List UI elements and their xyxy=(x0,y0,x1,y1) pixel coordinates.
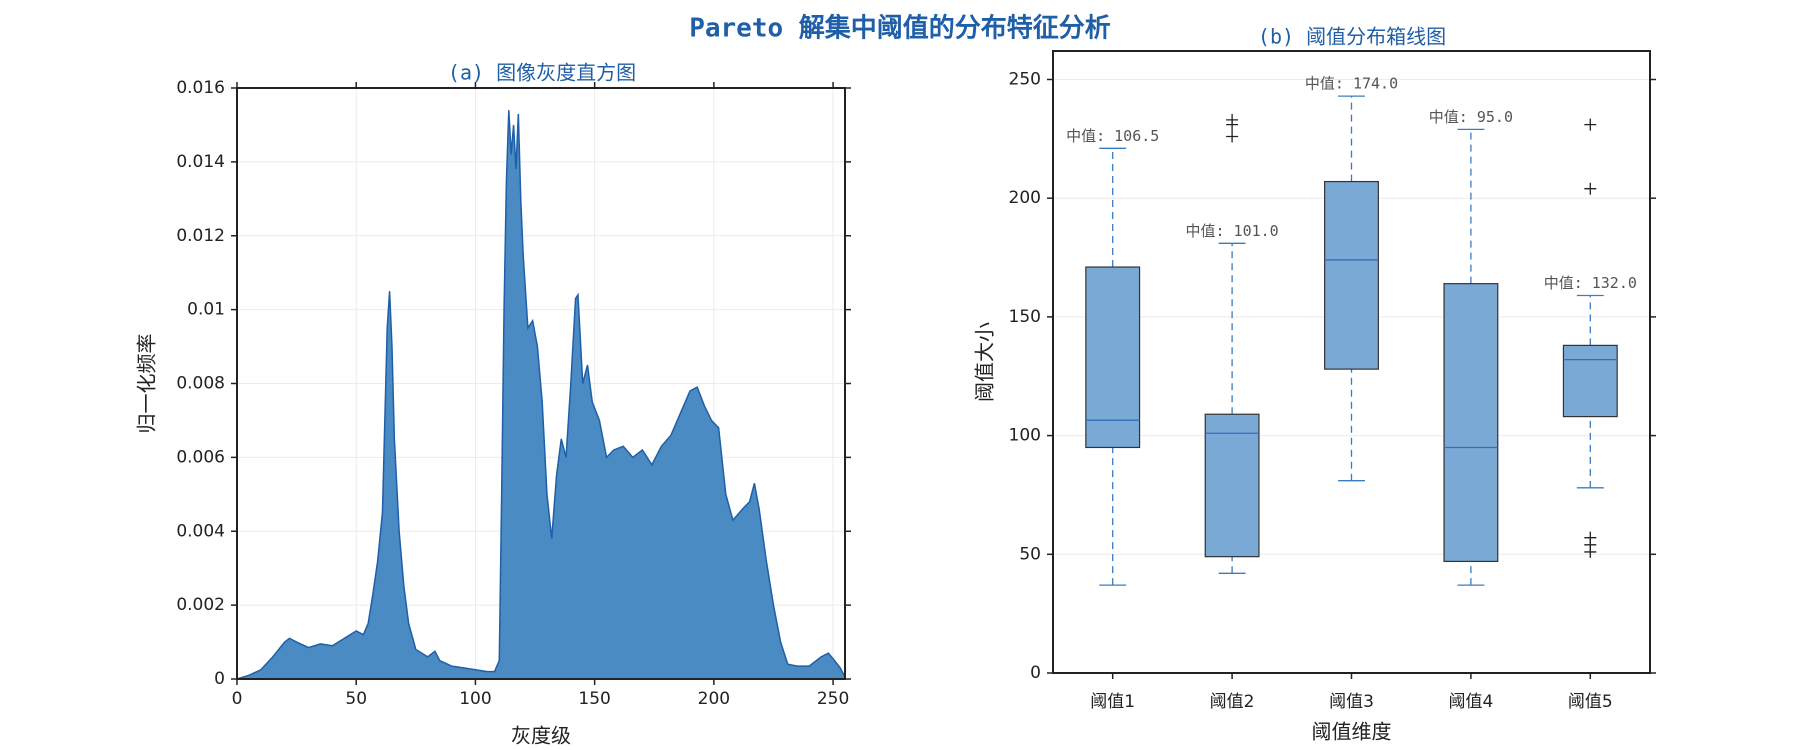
chart-subtitle: (b) 阈值分布箱线图 xyxy=(1258,25,1446,49)
y-axis-label: 归一化频率 xyxy=(135,334,159,434)
outlier xyxy=(1226,113,1239,126)
x-tick-label: 阈值1 xyxy=(1090,692,1135,712)
x-tick-label: 250 xyxy=(817,689,849,709)
median-label: 中值: 174.0 xyxy=(1305,75,1398,93)
y-tick-label: 0.014 xyxy=(176,152,225,172)
box xyxy=(1562,344,1618,418)
box xyxy=(1085,266,1141,449)
box xyxy=(1324,180,1379,370)
y-tick-label: 0.006 xyxy=(176,447,225,467)
y-tick-label: 0 xyxy=(214,669,225,689)
plot-frame xyxy=(1052,50,1651,674)
x-axis-label: 灰度级 xyxy=(511,724,571,748)
x-tick-label: 阈值5 xyxy=(1568,692,1613,712)
y-tick-label: 0.012 xyxy=(176,226,225,246)
median-label: 中值: 132.0 xyxy=(1544,274,1637,292)
x-tick-label: 50 xyxy=(345,689,367,709)
x-axis-label: 阈值维度 xyxy=(1312,720,1392,744)
y-tick-label: 200 xyxy=(1009,188,1041,208)
y-tick-label: 0.016 xyxy=(176,78,225,98)
y-axis-label: 阈值大小 xyxy=(973,322,997,402)
y-tick-label: 0.008 xyxy=(176,374,225,394)
y-tick-label: 50 xyxy=(1019,544,1041,564)
x-tick-label: 0 xyxy=(232,689,243,709)
outlier xyxy=(1584,118,1597,131)
x-tick-label: 阈值3 xyxy=(1329,692,1374,712)
outlier xyxy=(1226,130,1239,143)
x-tick-label: 200 xyxy=(698,689,730,709)
box xyxy=(1443,283,1499,563)
y-tick-label: 0.002 xyxy=(176,595,225,615)
box xyxy=(1204,413,1260,558)
chart-subtitle: (a) 图像灰度直方图 xyxy=(448,61,636,85)
y-tick-label: 0 xyxy=(1030,663,1041,683)
outlier xyxy=(1584,182,1597,195)
figure-title: Pareto 解集中阈值的分布特征分析 xyxy=(689,13,1111,44)
y-tick-label: 100 xyxy=(1009,426,1041,446)
median-label: 中值: 101.0 xyxy=(1185,222,1278,240)
y-tick-label: 250 xyxy=(1009,69,1041,89)
y-tick-label: 0.01 xyxy=(187,300,225,320)
outlier xyxy=(1584,531,1597,544)
y-tick-label: 0.004 xyxy=(176,521,225,541)
area xyxy=(236,110,846,680)
y-tick-label: 150 xyxy=(1009,307,1041,327)
median-label: 中值: 95.0 xyxy=(1429,108,1513,126)
median-label: 中值: 106.5 xyxy=(1066,127,1159,145)
x-tick-label: 100 xyxy=(459,689,491,709)
plot-frame xyxy=(236,87,846,680)
x-tick-label: 阈值4 xyxy=(1448,692,1493,712)
x-tick-label: 阈值2 xyxy=(1210,692,1255,712)
x-tick-label: 150 xyxy=(578,689,610,709)
